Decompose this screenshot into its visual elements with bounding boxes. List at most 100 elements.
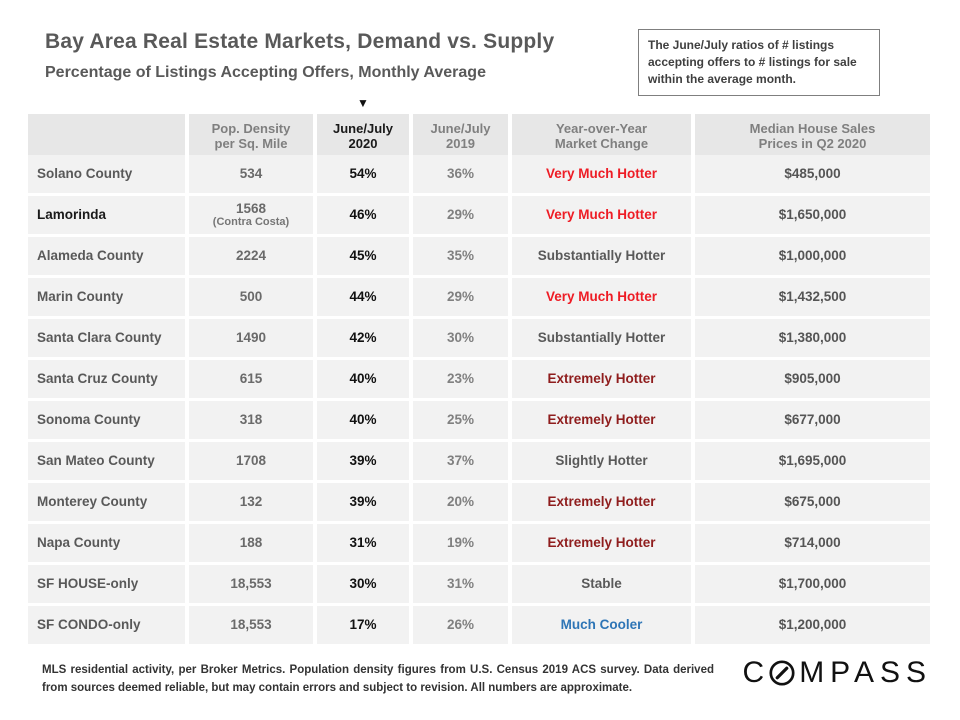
page-subtitle: Percentage of Listings Accepting Offers,… [45,64,486,81]
market-change-cell: Substantially Hotter [512,237,691,275]
june-july-2020-cell: 45% [317,237,409,275]
pop-density-value: 534 [239,166,263,182]
row-label: Santa Clara County [28,319,185,357]
june-july-2019-cell: 31% [413,565,508,603]
pop-density-value: 500 [239,289,263,305]
pop-density-note: (Contra Costa) [212,216,290,229]
median-price-cell: $714,000 [695,524,930,562]
pop-density-value: 1490 [235,330,267,346]
june-july-2020-cell: 40% [317,360,409,398]
pop-density-value: 18,553 [230,617,272,633]
june-july-2020-cell: 30% [317,565,409,603]
median-price-cell: $1,432,500 [695,278,930,316]
row-label: Santa Cruz County [28,360,185,398]
pop-density-cell: 2224 [189,237,313,275]
footer-disclaimer: MLS residential activity, per Broker Met… [42,664,714,694]
median-price-cell: $485,000 [695,155,930,193]
row-label: SF HOUSE-only [28,565,185,603]
market-change-cell: Substantially Hotter [512,319,691,357]
pop-density-cell: 18,553 [189,565,313,603]
pop-density-value: 1708 [235,453,267,469]
pop-density-cell: 318 [189,401,313,439]
column-header-median-price: Median House Sales Prices in Q2 2020 [695,114,930,160]
row-label: Marin County [28,278,185,316]
june-july-2019-cell: 20% [413,483,508,521]
row-label: SF CONDO-only [28,606,185,644]
june-july-2019-cell: 29% [413,278,508,316]
market-change-cell: Extremely Hotter [512,524,691,562]
compass-logo-rest: MPASS [799,656,932,689]
june-july-2019-cell: 36% [413,155,508,193]
pop-density-value: 318 [239,412,263,428]
june-july-2020-cell: 39% [317,442,409,480]
june-july-2020-cell: 40% [317,401,409,439]
pop-density-cell: 1490 [189,319,313,357]
pop-density-cell: 188 [189,524,313,562]
pop-density-value: 615 [239,371,263,387]
compass-logo: C MPASS [743,656,932,690]
june-july-2020-cell: 54% [317,155,409,193]
row-label: Napa County [28,524,185,562]
note-box-text: The June/July ratios of # listings accep… [648,38,857,87]
june-july-2020-cell: 44% [317,278,409,316]
page-title: Bay Area Real Estate Markets, Demand vs.… [45,30,555,53]
june-july-2020-cell: 46% [317,196,409,234]
pop-density-value: 2224 [235,248,267,264]
median-price-cell: $677,000 [695,401,930,439]
june-july-2019-cell: 23% [413,360,508,398]
row-label: Alameda County [28,237,185,275]
june-july-2019-cell: 25% [413,401,508,439]
column-marker-triangle-icon: ▼ [357,96,369,110]
compass-o-icon [768,659,796,687]
column-header-pop-density: Pop. Density per Sq. Mile [189,114,313,160]
june-july-2020-cell: 42% [317,319,409,357]
market-change-cell: Very Much Hotter [512,155,691,193]
median-price-cell: $675,000 [695,483,930,521]
june-july-2019-cell: 35% [413,237,508,275]
market-change-cell: Slightly Hotter [512,442,691,480]
june-july-2019-cell: 26% [413,606,508,644]
market-change-cell: Very Much Hotter [512,278,691,316]
market-change-cell: Stable [512,565,691,603]
row-label: Sonoma County [28,401,185,439]
median-price-cell: $1,650,000 [695,196,930,234]
june-july-2019-cell: 30% [413,319,508,357]
note-box: The June/July ratios of # listings accep… [638,29,880,97]
pop-density-value: 18,553 [230,576,272,592]
pop-density-value: 188 [239,535,263,551]
median-price-cell: $1,380,000 [695,319,930,357]
june-july-2020-cell: 31% [317,524,409,562]
compass-logo-c: C [742,656,771,689]
june-july-2019-cell: 29% [413,196,508,234]
row-label: Monterey County [28,483,185,521]
column-header-market [28,114,185,160]
median-price-cell: $1,700,000 [695,565,930,603]
pop-density-cell: 500 [189,278,313,316]
market-change-cell: Extremely Hotter [512,401,691,439]
median-price-cell: $1,000,000 [695,237,930,275]
june-july-2020-cell: 39% [317,483,409,521]
pop-density-cell: 1568 (Contra Costa) [189,196,313,234]
column-header-june-july-2020: June/July 2020 [317,114,409,160]
june-july-2019-cell: 37% [413,442,508,480]
june-july-2019-cell: 19% [413,524,508,562]
june-july-2020-cell: 17% [317,606,409,644]
median-price-cell: $1,695,000 [695,442,930,480]
market-change-cell: Much Cooler [512,606,691,644]
pop-density-cell: 18,553 [189,606,313,644]
pop-density-value: 1568 [235,200,267,216]
market-change-cell: Very Much Hotter [512,196,691,234]
row-label: Solano County [28,155,185,193]
market-table: Pop. Density per Sq. Mile June/July 2020 J… [28,114,930,644]
market-change-cell: Extremely Hotter [512,483,691,521]
pop-density-cell: 615 [189,360,313,398]
row-label: Lamorinda [28,196,185,234]
pop-density-value: 132 [239,494,263,510]
pop-density-cell: 534 [189,155,313,193]
pop-density-cell: 132 [189,483,313,521]
column-header-yoy-market-change: Year-over-Year Market Change [512,114,691,160]
column-header-june-july-2019: June/July 2019 [413,114,508,160]
row-label: San Mateo County [28,442,185,480]
median-price-cell: $1,200,000 [695,606,930,644]
pop-density-cell: 1708 [189,442,313,480]
